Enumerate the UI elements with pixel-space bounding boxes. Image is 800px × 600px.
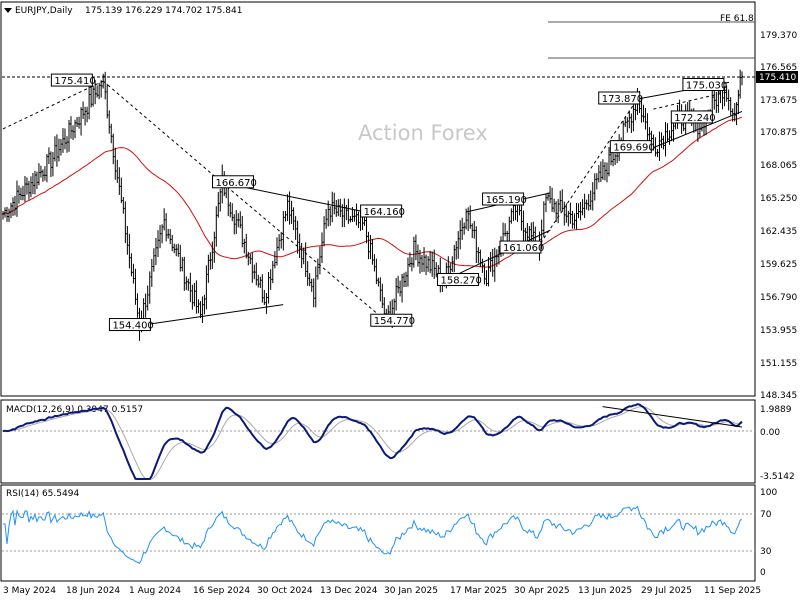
price-label: 169.690 — [613, 143, 654, 154]
ohlc-values: 175.139 176.229 174.702 175.841 — [85, 6, 242, 16]
trend-dashed-rise — [2, 80, 104, 130]
x-tick-9: 13 Jun 2025 — [578, 586, 632, 596]
x-tick-11: 11 Sep 2025 — [704, 586, 761, 596]
rsi-panel-frame — [0, 484, 756, 582]
price-label-box — [482, 192, 525, 206]
rsi-tick-100: 100 — [760, 488, 777, 498]
y-tick-9: 153.955 — [760, 326, 797, 336]
rsi-title: RSI(14) 65.5494 — [6, 489, 79, 499]
y-tick-6: 162.435 — [760, 227, 797, 237]
x-tick-6: 30 Jan 2025 — [384, 586, 438, 596]
price-label-box — [437, 273, 480, 287]
x-tick-4: 30 Oct 2024 — [257, 586, 313, 596]
macd-tick-0: 1.9889 — [760, 405, 792, 415]
x-tick-7: 17 Mar 2025 — [450, 586, 507, 596]
x-tick-10: 29 Jul 2025 — [641, 586, 692, 596]
y-tick-4: 168.065 — [760, 161, 797, 171]
price-label-box — [598, 91, 641, 105]
macd-divergence-line — [602, 406, 743, 428]
price-label-box — [212, 175, 255, 189]
macd-line — [2, 403, 743, 480]
price-label: 154.770 — [374, 316, 415, 327]
price-label-box — [108, 318, 151, 332]
y-tick-7: 159.625 — [760, 260, 797, 270]
price-label-box — [682, 77, 725, 91]
price-label-box — [670, 110, 713, 124]
trend-dashed-fall — [102, 80, 223, 184]
macd-panel-frame — [0, 399, 756, 484]
price-label: 154.400 — [112, 321, 153, 332]
trend-dashed-fall-2 — [221, 182, 387, 322]
price-label: 172.240 — [674, 113, 715, 124]
x-tick-3: 16 Sep 2024 — [193, 586, 250, 596]
y-tick-8: 156.790 — [760, 293, 797, 303]
x-tick-2: 1 Aug 2024 — [129, 586, 181, 596]
y-tick-2: 173.675 — [760, 96, 797, 106]
y-tick-3: 170.875 — [760, 128, 797, 138]
symbol-label: EURJPY,Daily — [15, 6, 73, 16]
y-tick-10: 151.155 — [760, 359, 797, 369]
current-price-value: 175.410 — [759, 73, 796, 83]
y-tick-0: 179.370 — [760, 31, 797, 41]
price-label-box — [499, 240, 542, 254]
collapse-arrow-icon[interactable] — [4, 8, 12, 13]
price-label-box — [360, 204, 403, 218]
macd-signal-line — [2, 406, 743, 480]
trend-dashed-mid — [653, 91, 730, 110]
trend-support-2 — [444, 229, 551, 281]
rsi-tick-30: 30 — [760, 547, 772, 557]
x-tick-0: 3 May 2024 — [3, 586, 56, 596]
x-tick-1: 18 Jun 2024 — [66, 586, 120, 596]
price-label: 175.030 — [686, 80, 727, 91]
price-label: 165.190 — [486, 195, 527, 206]
x-tick-5: 13 Dec 2024 — [320, 586, 378, 596]
watermark: Action Forex — [358, 121, 488, 145]
rsi-line — [3, 505, 743, 564]
price-label: 166.670 — [216, 178, 257, 189]
price-label: 158.270 — [441, 276, 482, 287]
macd-tick-1: 0.00 — [760, 428, 780, 438]
rsi-tick-70: 70 — [760, 510, 772, 520]
price-label: 175.410 — [54, 76, 95, 87]
y-tick-1: 176.565 — [760, 63, 797, 73]
main-panel-frame — [0, 1, 756, 397]
macd-tick-2: -3.5142 — [760, 472, 795, 482]
macd-title: MACD(12,26,9) 0.3947 0.5157 — [6, 405, 143, 415]
y-tick-11: 148.345 — [760, 391, 797, 401]
current-price-badge — [756, 71, 798, 83]
y-tick-5: 165.250 — [760, 194, 797, 204]
trend-dashed-rise-2 — [536, 98, 638, 249]
price-label-box — [370, 313, 413, 327]
rsi-tick-0: 0 — [760, 568, 766, 578]
trend-support-1 — [139, 304, 284, 327]
price-label: 173.870 — [602, 94, 643, 105]
fe-label: FE 61.8 — [720, 14, 754, 24]
price-label: 161.060 — [503, 243, 544, 254]
x-tick-8: 30 Apr 2025 — [514, 586, 570, 596]
price-label: 164.160 — [364, 207, 405, 218]
price-label-box — [50, 73, 93, 87]
trend-support-3 — [653, 110, 743, 149]
price-label-box — [609, 140, 652, 154]
